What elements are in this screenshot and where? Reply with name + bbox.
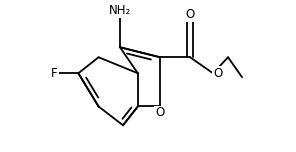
- Text: O: O: [155, 107, 165, 119]
- Text: O: O: [185, 8, 195, 21]
- Text: NH₂: NH₂: [109, 4, 131, 17]
- Text: O: O: [213, 67, 222, 80]
- Text: F: F: [51, 67, 58, 80]
